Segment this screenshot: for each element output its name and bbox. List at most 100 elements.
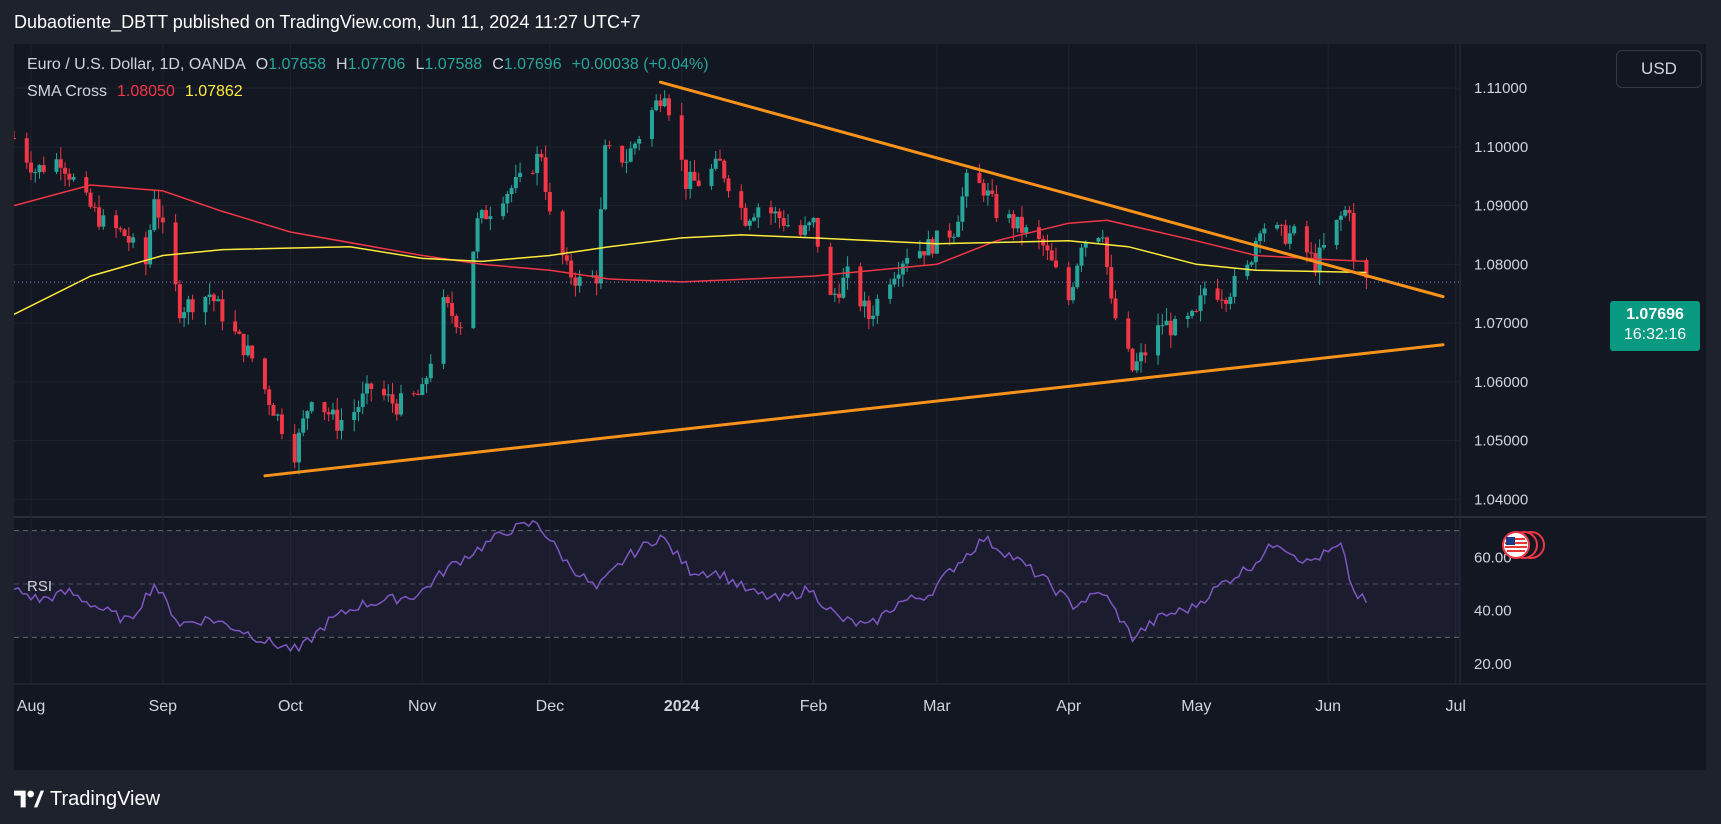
x-tick-label: Apr <box>1056 698 1082 715</box>
candle-body <box>1185 316 1190 319</box>
us-flag-icon[interactable] <box>1500 530 1546 560</box>
candle-body <box>122 229 127 236</box>
candle-body <box>356 407 361 413</box>
candle-body <box>220 299 225 322</box>
candle-body <box>279 414 284 434</box>
candle-body <box>530 172 535 174</box>
symbol-name[interactable]: Euro / U.S. Dollar, 1D, OANDA <box>27 56 246 73</box>
currency-button[interactable]: USD <box>1616 50 1702 88</box>
candle-body <box>798 225 803 236</box>
candle-body <box>190 299 195 313</box>
indicator-name[interactable]: SMA Cross <box>27 83 108 100</box>
footer-brand[interactable]: TradingView <box>50 787 161 810</box>
candle-body <box>352 412 357 421</box>
candle-body <box>628 148 633 162</box>
candle-body <box>156 199 161 218</box>
candle-body <box>101 215 106 227</box>
candle-body <box>1070 287 1075 301</box>
economic-events-icon[interactable] <box>1500 530 1546 560</box>
candle-body <box>416 393 421 395</box>
candle-body <box>1160 325 1165 327</box>
candle-body <box>543 157 548 193</box>
candle-body <box>399 393 404 415</box>
candle-body <box>905 257 910 264</box>
candle-body <box>58 159 63 168</box>
candle-body <box>1156 325 1161 356</box>
candle-body <box>296 432 301 463</box>
candle-body <box>564 255 569 261</box>
y-tick-label: 1.07000 <box>1474 315 1528 332</box>
candle-body <box>594 275 599 284</box>
candle-body <box>382 388 387 396</box>
x-tick-label: Feb <box>800 698 828 715</box>
change-value: +0.00038 (+0.04%) <box>571 56 709 73</box>
candle-body <box>390 394 395 404</box>
candle-body <box>862 300 867 307</box>
rsi-label[interactable]: RSI <box>27 578 53 595</box>
footer: TradingView <box>14 784 160 814</box>
candle-body <box>88 192 93 207</box>
open-label: O <box>255 56 269 73</box>
candle-body <box>692 171 697 181</box>
high-value: 1.07706 <box>347 56 406 73</box>
candle-body <box>394 403 399 415</box>
x-tick-label: 2024 <box>664 698 700 715</box>
candle-body <box>330 409 335 415</box>
x-tick-label: Dec <box>536 698 564 715</box>
candle-body <box>322 402 327 413</box>
last-price-tag: 1.07696 16:32:16 <box>1610 301 1700 351</box>
candle-body <box>662 98 667 107</box>
candle-body <box>1036 227 1041 239</box>
candle-body <box>1245 264 1250 277</box>
candle-body <box>1309 252 1314 254</box>
candle-body <box>1292 226 1297 234</box>
candle-body <box>1079 247 1084 266</box>
candle-body <box>428 363 433 379</box>
candle-body <box>97 207 102 227</box>
candle-body <box>569 260 574 278</box>
candle-body <box>769 207 774 214</box>
rsi-line <box>14 519 1368 653</box>
x-tick-label: Jun <box>1315 698 1341 715</box>
x-tick-label: Jul <box>1446 698 1466 715</box>
candle-body <box>1219 299 1224 301</box>
candle-body <box>1045 245 1050 251</box>
candle-body <box>1215 288 1220 300</box>
high-label: H <box>336 56 348 73</box>
candle-body <box>1304 226 1309 253</box>
candle-body <box>445 297 450 304</box>
candle-body <box>1347 210 1352 213</box>
chart-area[interactable]: 1.11000 1.10000 1.09000 1.08000 1.07000 1.060… <box>14 44 1706 770</box>
chart-canvas[interactable]: 1.11000 1.10000 1.09000 1.08000 1.07000 1.060… <box>14 44 1706 770</box>
candle-body <box>126 235 131 243</box>
candle-body <box>114 215 119 229</box>
y-tick-label: 1.11000 <box>1474 80 1527 97</box>
candle-body <box>518 172 523 178</box>
candle-body <box>1351 212 1356 261</box>
candle-body <box>203 296 208 313</box>
candle-body <box>658 100 663 107</box>
candle-body <box>926 239 931 256</box>
candle-body <box>539 153 544 158</box>
candle-body <box>41 165 46 172</box>
candle-body <box>143 237 148 265</box>
candle-body <box>1232 276 1237 297</box>
candle-body <box>1262 228 1267 234</box>
candle-body <box>14 138 16 139</box>
candle-body <box>666 98 671 116</box>
candle-body <box>186 299 191 313</box>
candle-body <box>305 411 310 419</box>
candle-body <box>1019 216 1024 233</box>
candle-body <box>1317 247 1322 273</box>
candle-body <box>267 389 272 405</box>
candle-body <box>309 402 314 412</box>
candle-body <box>896 274 901 279</box>
candle-body <box>1253 240 1258 263</box>
candle-body <box>547 192 552 212</box>
candle-body <box>900 263 905 275</box>
candle-body <box>131 237 136 243</box>
rsi-y-tick-label: 40.00 <box>1474 603 1512 620</box>
candle-body <box>207 294 212 297</box>
rsi-y-tick-label: 20.00 <box>1474 656 1512 673</box>
candle-body <box>815 217 820 247</box>
